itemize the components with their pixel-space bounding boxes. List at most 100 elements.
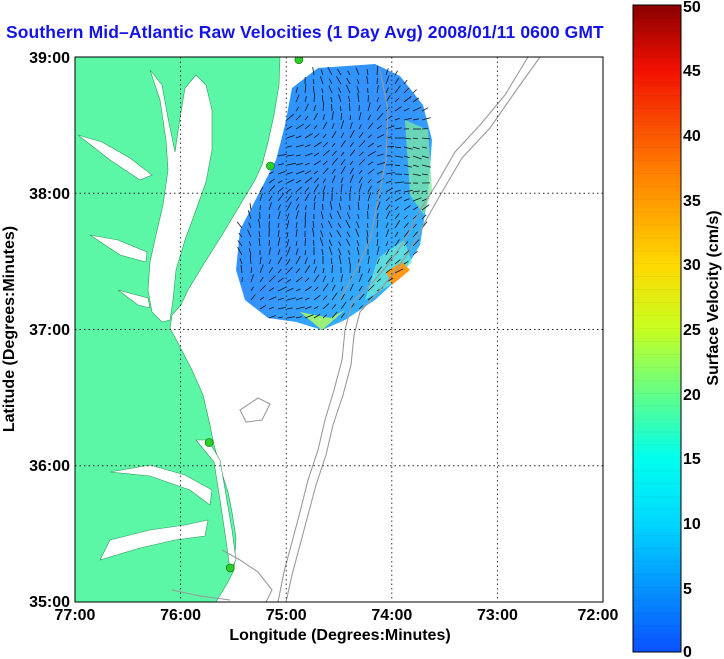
velocity-vector	[421, 204, 430, 211]
velocity-vector	[277, 204, 281, 211]
velocity-vector	[376, 278, 381, 283]
x-tick-labels: 77:00 76:00 75:00 74:00 73:00 72:00	[55, 607, 619, 624]
velocity-vector	[366, 76, 369, 85]
map-frame	[74, 56, 604, 603]
velocity-vector	[295, 248, 299, 256]
velocity-vector	[376, 125, 383, 130]
velocity-vector	[412, 97, 419, 103]
velocity-vector	[322, 303, 330, 310]
velocity-vector	[313, 184, 319, 193]
x-tick-label: 76:00	[160, 607, 201, 624]
velocity-vector	[376, 219, 379, 229]
velocity-vector	[394, 259, 401, 265]
velocity-vector	[304, 314, 314, 319]
velocity-vector	[259, 257, 262, 265]
velocity-vector	[376, 171, 383, 175]
velocity-vector	[277, 306, 286, 310]
x-axis-label: Longitude (Degrees:Minutes)	[229, 627, 450, 644]
velocity-vector	[286, 232, 289, 238]
velocity-vector	[403, 173, 409, 176]
velocity-vector	[357, 214, 360, 220]
velocity-vector	[286, 258, 291, 265]
velocity-vector	[295, 288, 301, 292]
velocity-vector	[349, 122, 353, 130]
velocity-vector	[313, 266, 317, 274]
velocity-vector	[403, 215, 408, 220]
velocity-vector	[376, 153, 384, 157]
velocity-vector	[347, 70, 351, 76]
velocity-vector	[421, 173, 428, 176]
velocity-vector	[322, 167, 329, 175]
velocity-vector	[322, 185, 326, 193]
velocity-vector	[394, 127, 402, 130]
velocity-vector	[385, 248, 390, 256]
velocity-vector	[394, 155, 403, 158]
velocity-vector	[348, 257, 351, 265]
colorbar-tick-label: 20	[683, 387, 701, 404]
velocity-vector	[394, 206, 399, 211]
velocity-vector	[321, 223, 324, 229]
y-tick-label: 39:00	[29, 50, 70, 67]
velocity-vector	[286, 171, 293, 175]
velocity-vector	[358, 124, 362, 130]
velocity-vector	[349, 114, 352, 121]
velocity-vector	[319, 237, 324, 247]
velocity-vector	[367, 179, 372, 184]
velocity-vector	[340, 166, 346, 175]
velocity-vector	[304, 177, 313, 184]
velocity-vector	[322, 160, 328, 166]
velocity-vector	[356, 247, 360, 256]
velocity-vector	[247, 229, 252, 238]
velocity-vector	[394, 77, 400, 85]
velocity-vector	[356, 79, 360, 85]
velocity-vector	[329, 201, 333, 211]
velocity-vector	[286, 195, 292, 202]
velocity-vector	[286, 154, 294, 157]
velocity-vector	[331, 187, 334, 193]
colorbar	[633, 5, 681, 652]
velocity-vector	[376, 201, 381, 211]
velocity-field	[236, 64, 432, 330]
velocity-vector	[322, 178, 326, 184]
velocity-vector	[277, 237, 281, 247]
velocity-vector	[312, 239, 315, 247]
velocity-vector	[348, 96, 351, 103]
velocity-vector	[304, 162, 310, 166]
velocity-vector	[358, 305, 363, 310]
velocity-vector	[331, 142, 336, 148]
velocity-vector	[394, 146, 402, 149]
velocity-vector	[295, 186, 303, 193]
velocity-vector	[367, 192, 372, 202]
velocity-vector	[250, 294, 256, 301]
velocity-vector	[358, 183, 363, 193]
velocity-vector	[313, 274, 320, 283]
velocity-vector	[385, 210, 391, 220]
velocity-vector	[412, 250, 418, 256]
velocity-vector	[376, 239, 379, 247]
velocity-vector	[357, 93, 360, 103]
velocity-vector	[286, 246, 291, 256]
velocity-vector	[328, 239, 333, 247]
y-tick-label: 36:00	[29, 458, 70, 475]
velocity-vector	[385, 241, 389, 247]
velocity-vector	[358, 293, 365, 301]
velocity-vector	[313, 152, 320, 157]
velocity-vector	[385, 68, 389, 76]
velocity-vector	[286, 179, 295, 184]
velocity-vector	[403, 107, 410, 112]
velocity-vector	[259, 285, 266, 292]
velocity-vector	[236, 221, 243, 229]
velocity-vector	[321, 88, 324, 94]
velocity-vector	[249, 254, 252, 265]
velocity-vector	[268, 296, 277, 301]
radar-station-marker	[294, 57, 304, 65]
velocity-vector	[313, 160, 321, 166]
velocity-vector	[328, 78, 333, 85]
velocity-vector	[313, 177, 319, 184]
velocity-vector	[248, 222, 252, 229]
velocity-vector	[250, 286, 254, 292]
velocity-vector	[340, 140, 346, 148]
velocity-vector	[304, 115, 309, 121]
velocity-vector	[268, 195, 273, 202]
